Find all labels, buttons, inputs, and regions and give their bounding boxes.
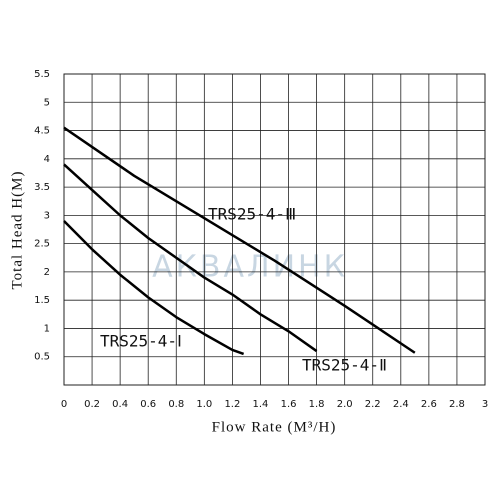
x-tick-label: 2.4 — [393, 399, 409, 410]
y-tick-label: 4.5 — [34, 126, 50, 137]
series-line — [63, 126, 416, 354]
x-axis-label: Flow Rate (M³/H) — [212, 419, 337, 435]
x-tick-label: 0.4 — [112, 399, 128, 410]
x-tick-label: 0 — [61, 399, 67, 410]
series-label: TRS25-4-Ⅰ — [100, 332, 182, 351]
x-tick-label: 3 — [482, 399, 488, 410]
series-label: TRS25-4-Ⅱ — [302, 356, 387, 375]
y-tick-label: 1.5 — [34, 295, 50, 306]
y-tick-label: 3 — [44, 210, 50, 221]
y-tick-label: 3.5 — [34, 182, 50, 193]
series-line — [63, 163, 318, 353]
y-tick-label: 4 — [44, 154, 50, 165]
x-tick-label: 2.8 — [449, 399, 465, 410]
plot-frame — [63, 73, 486, 386]
y-tick-label: 5 — [44, 97, 50, 108]
x-tick-label: 1.6 — [281, 399, 297, 410]
watermark: АКВАЛИНК — [152, 250, 348, 285]
x-tick-label: 2.0 — [337, 399, 353, 410]
x-tick-label: 1.8 — [309, 399, 325, 410]
x-tick-label: 1.2 — [224, 399, 240, 410]
x-tick-label: 0.8 — [168, 399, 184, 410]
x-tick-label: 2.2 — [365, 399, 381, 410]
x-tick-label: 0.6 — [140, 399, 156, 410]
x-tick-label: 1.4 — [253, 399, 269, 410]
x-tick-label: 0.2 — [84, 399, 100, 410]
y-tick-label: 5.5 — [34, 69, 50, 80]
x-tick-label: 1.0 — [196, 399, 212, 410]
y-tick-label: 1 — [44, 323, 50, 334]
y-tick-label: 2 — [44, 267, 50, 278]
series-label: TRS25-4-Ⅲ — [208, 205, 296, 224]
y-tick-label: 0.5 — [34, 352, 50, 363]
series-line — [63, 220, 245, 356]
y-tick-label: 2.5 — [34, 239, 50, 250]
x-tick-label: 2.6 — [421, 399, 437, 410]
y-axis-label: Total Head H(M) — [9, 171, 25, 290]
